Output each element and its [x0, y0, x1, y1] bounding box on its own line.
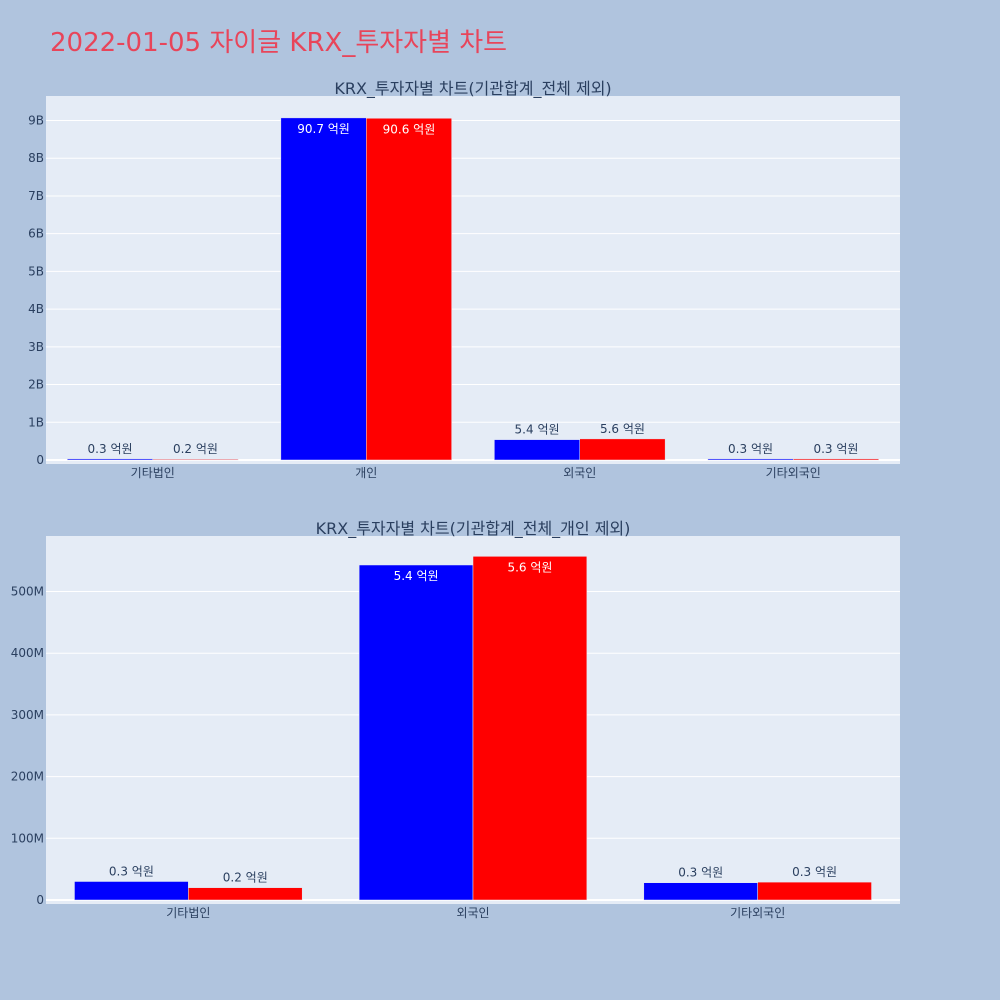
bar — [757, 881, 872, 901]
bar — [280, 117, 367, 461]
y-tick-label: 7B — [28, 189, 44, 203]
chart-1: KRX_투자자별 차트(기관합계_전체 제외) 0 1B 2B 3B 4B 5B 6B 7B 8B… — [28, 79, 900, 480]
data-label: 5.6 억원 — [507, 560, 552, 574]
x-tick-label: 개인 — [355, 466, 377, 480]
chart-title: KRX_투자자별 차트(기관합계_전체_개인 제외) — [316, 519, 631, 539]
data-label: 0.3 억원 — [792, 865, 837, 879]
x-tick-label: 기타외국인 — [730, 906, 785, 920]
data-label: 0.3 억원 — [88, 442, 133, 456]
bar — [707, 458, 794, 461]
y-tick-label: 200M — [11, 770, 44, 784]
x-tick-label: 기타법인 — [166, 906, 210, 920]
bar — [74, 881, 189, 901]
y-tick-label: 1B — [28, 415, 44, 429]
y-tick-label: 0 — [36, 453, 44, 467]
plot-area — [46, 96, 900, 464]
y-tick-label: 100M — [11, 831, 44, 845]
bar — [358, 564, 474, 901]
x-tick-label: 외국인 — [563, 466, 596, 480]
y-tick-label: 6B — [28, 227, 44, 241]
bar — [472, 556, 588, 901]
bar — [188, 887, 303, 901]
data-label: 0.3 억원 — [678, 866, 723, 880]
bar — [152, 458, 239, 461]
y-tick-label: 8B — [28, 151, 44, 165]
data-label: 0.2 억원 — [173, 442, 218, 456]
y-tick-label: 2B — [28, 378, 44, 392]
bar — [67, 458, 153, 461]
data-label: 0.2 억원 — [223, 871, 268, 885]
y-tick-label: 300M — [11, 708, 44, 722]
bar — [793, 458, 879, 461]
bar — [643, 882, 758, 901]
y-tick-label: 0 — [36, 893, 44, 907]
data-label: 5.4 억원 — [394, 569, 439, 583]
data-label: 90.7 억원 — [297, 122, 350, 136]
data-label: 0.3 억원 — [813, 442, 858, 456]
data-label: 0.3 억원 — [109, 864, 154, 878]
x-tick-label: 기타법인 — [131, 466, 175, 480]
bar — [579, 438, 666, 461]
data-label: 0.3 억원 — [728, 442, 773, 456]
data-label: 5.6 억원 — [600, 422, 645, 436]
x-tick-label: 기타외국인 — [766, 466, 821, 480]
y-tick-label: 4B — [28, 302, 44, 316]
data-label: 90.6 억원 — [383, 122, 436, 136]
y-tick-label: 500M — [11, 585, 44, 599]
y-tick-label: 9B — [28, 114, 44, 128]
y-tick-label: 400M — [11, 646, 44, 660]
chart-title: KRX_투자자별 차트(기관합계_전체 제외) — [334, 79, 611, 99]
x-tick-label: 외국인 — [456, 906, 489, 920]
data-label: 5.4 억원 — [515, 423, 560, 437]
chart-2: KRX_투자자별 차트(기관합계_전체_개인 제외) 0 100M 200M 300M 4… — [11, 519, 900, 920]
bar — [494, 439, 581, 461]
y-tick-label: 3B — [28, 340, 44, 354]
bar — [366, 118, 452, 461]
y-tick-label: 5B — [28, 264, 44, 278]
page-title: 2022-01-05 자이글 KRX_투자자별 차트 — [50, 28, 508, 58]
